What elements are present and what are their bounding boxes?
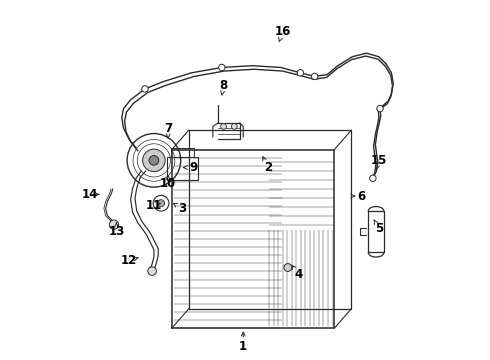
Circle shape	[312, 73, 318, 80]
Circle shape	[142, 86, 148, 92]
Circle shape	[284, 264, 292, 271]
Text: 7: 7	[164, 122, 172, 135]
Circle shape	[220, 123, 226, 129]
Circle shape	[369, 175, 376, 181]
Text: 1: 1	[239, 339, 247, 352]
Text: 14: 14	[81, 188, 98, 201]
Circle shape	[149, 156, 159, 165]
Circle shape	[148, 267, 156, 275]
Text: 8: 8	[220, 79, 228, 92]
Text: 5: 5	[375, 222, 383, 235]
Bar	[167, 157, 197, 180]
Circle shape	[157, 200, 165, 207]
Circle shape	[143, 149, 165, 172]
Circle shape	[231, 123, 237, 129]
Circle shape	[219, 64, 225, 71]
Text: 9: 9	[189, 161, 197, 174]
Bar	[368, 211, 384, 252]
Text: 2: 2	[264, 161, 272, 174]
Text: 3: 3	[178, 202, 187, 215]
Text: 12: 12	[121, 254, 137, 267]
Text: 4: 4	[294, 268, 303, 281]
Circle shape	[297, 69, 304, 76]
Text: 6: 6	[357, 190, 365, 203]
Text: 10: 10	[160, 177, 176, 190]
Circle shape	[377, 105, 383, 112]
Text: 11: 11	[146, 198, 162, 212]
Text: 16: 16	[274, 25, 291, 38]
Circle shape	[109, 220, 119, 229]
Text: 13: 13	[108, 225, 124, 238]
Text: 15: 15	[371, 154, 387, 167]
